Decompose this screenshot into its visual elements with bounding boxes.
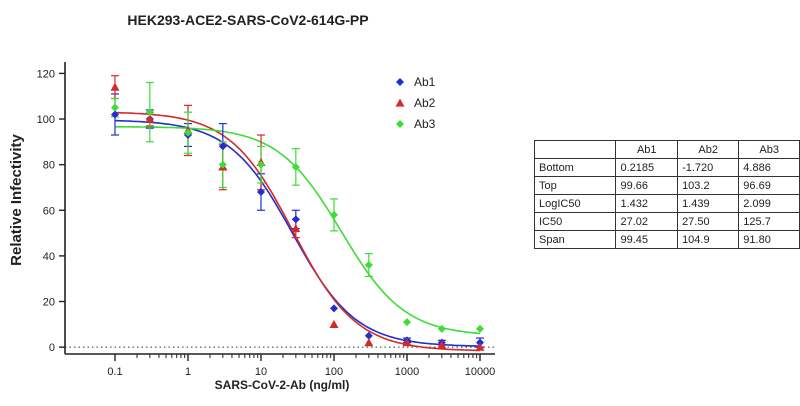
- data-point-ab1: [330, 304, 338, 313]
- dose-response-chart: HEK293-ACE2-SARS-CoV2-614G-PP Relative I…: [8, 12, 496, 392]
- x-tick-label: 10: [255, 366, 267, 378]
- table-cell: 4.886: [738, 158, 800, 177]
- data-point-ab2: [475, 342, 485, 351]
- y-tick-label: 60: [43, 205, 55, 217]
- fit-curve-ab2: [114, 111, 480, 352]
- table-row: Top 99.66 103.2 96.69: [533, 176, 800, 195]
- table-cell: 99.66: [615, 176, 679, 195]
- legend-marker-ab3: [396, 120, 404, 128]
- data-point-ab3: [257, 160, 265, 169]
- y-axis-label: Relative Infectivity: [8, 133, 25, 265]
- data-point-ab1: [218, 142, 227, 151]
- table-header-ab1: Ab1: [615, 140, 679, 159]
- data-point-ab3: [437, 324, 446, 333]
- fit-parameters-table: Ab1 Ab2 Ab3 Bottom 0.2185 -1.720 4.886 T…: [533, 140, 800, 249]
- table-cell: 1.439: [677, 194, 740, 213]
- data-point-ab3: [218, 160, 227, 169]
- y-tick-label: 100: [37, 114, 55, 126]
- x-tick-label: 0.1: [107, 366, 122, 378]
- data-point-ab2: [402, 338, 412, 347]
- data-point-ab3: [111, 103, 119, 112]
- table-cell: 91.80: [738, 230, 800, 249]
- x-tick-label: 1000: [395, 366, 419, 378]
- table-row: Span 99.45 104.9 91.80: [533, 230, 800, 249]
- row-label: IC50: [533, 212, 617, 231]
- row-label: Bottom: [533, 158, 617, 177]
- table-cell: 1.432: [615, 194, 679, 213]
- table-cell: 96.69: [738, 176, 800, 195]
- table-header-ab3: Ab3: [738, 140, 800, 159]
- x-tick-label: 1: [185, 366, 191, 378]
- y-tick-label: 0: [49, 342, 55, 354]
- table-row: LogIC50 1.432 1.439 2.099: [533, 194, 800, 213]
- data-point-ab3: [403, 318, 411, 327]
- x-tick-label: 100: [325, 366, 343, 378]
- y-tick-label: 20: [43, 297, 55, 309]
- y-tick-label: 120: [37, 68, 55, 80]
- table-row: IC50 27.02 27.50 125.7: [533, 212, 800, 231]
- table-cell: 125.7: [738, 212, 800, 231]
- table-cell: 27.50: [677, 212, 740, 231]
- table-cell: 2.099: [738, 194, 800, 213]
- table-cell: 104.9: [677, 230, 740, 249]
- data-point-ab2: [110, 82, 120, 91]
- table-cell: 103.2: [677, 176, 740, 195]
- legend-marker-ab2: [395, 98, 405, 107]
- legend-label-ab3: Ab3: [414, 117, 436, 131]
- table-corner-cell: [533, 140, 617, 159]
- data-point-ab1: [291, 215, 300, 224]
- data-point-ab3: [364, 261, 373, 270]
- data-point-ab3: [330, 210, 338, 219]
- data-point-ab3: [476, 324, 484, 333]
- legend-label-ab1: Ab1: [414, 75, 436, 89]
- data-point-ab2: [145, 114, 155, 123]
- data-point-ab1: [111, 110, 119, 119]
- data-point-ab1: [257, 188, 265, 197]
- data-point-ab1: [476, 338, 484, 347]
- table-header-row: Ab1 Ab2 Ab3: [533, 140, 800, 159]
- row-label: Span: [533, 230, 617, 249]
- data-point-ab1: [364, 331, 373, 340]
- table-cell: 99.45: [615, 230, 679, 249]
- data-point-ab2: [437, 340, 447, 349]
- data-point-ab2: [291, 224, 301, 233]
- row-label: Top: [533, 176, 617, 195]
- data-point-ab2: [364, 338, 374, 347]
- table-cell: 27.02: [615, 212, 679, 231]
- legend-label-ab2: Ab2: [414, 96, 436, 110]
- y-tick-label: 40: [43, 251, 55, 263]
- legend-marker-ab1: [396, 78, 404, 86]
- table-cell: 0.2185: [615, 158, 679, 177]
- table-row: Bottom 0.2185 -1.720 4.886: [533, 158, 800, 177]
- data-point-ab3: [184, 128, 192, 137]
- row-label: LogIC50: [533, 194, 617, 213]
- chart-title: HEK293-ACE2-SARS-CoV2-614G-PP: [127, 12, 368, 28]
- y-tick-label: 80: [43, 160, 55, 172]
- data-point-ab2: [329, 319, 339, 328]
- table-cell: -1.720: [677, 158, 740, 177]
- table-header-ab2: Ab2: [677, 140, 740, 159]
- x-tick-label: 10000: [465, 366, 496, 378]
- data-point-ab3: [291, 162, 300, 171]
- data-point-ab3: [145, 108, 154, 117]
- x-axis-label: SARS-CoV-2-Ab (ng/ml): [215, 378, 350, 392]
- fit-curve-ab1: [114, 119, 480, 347]
